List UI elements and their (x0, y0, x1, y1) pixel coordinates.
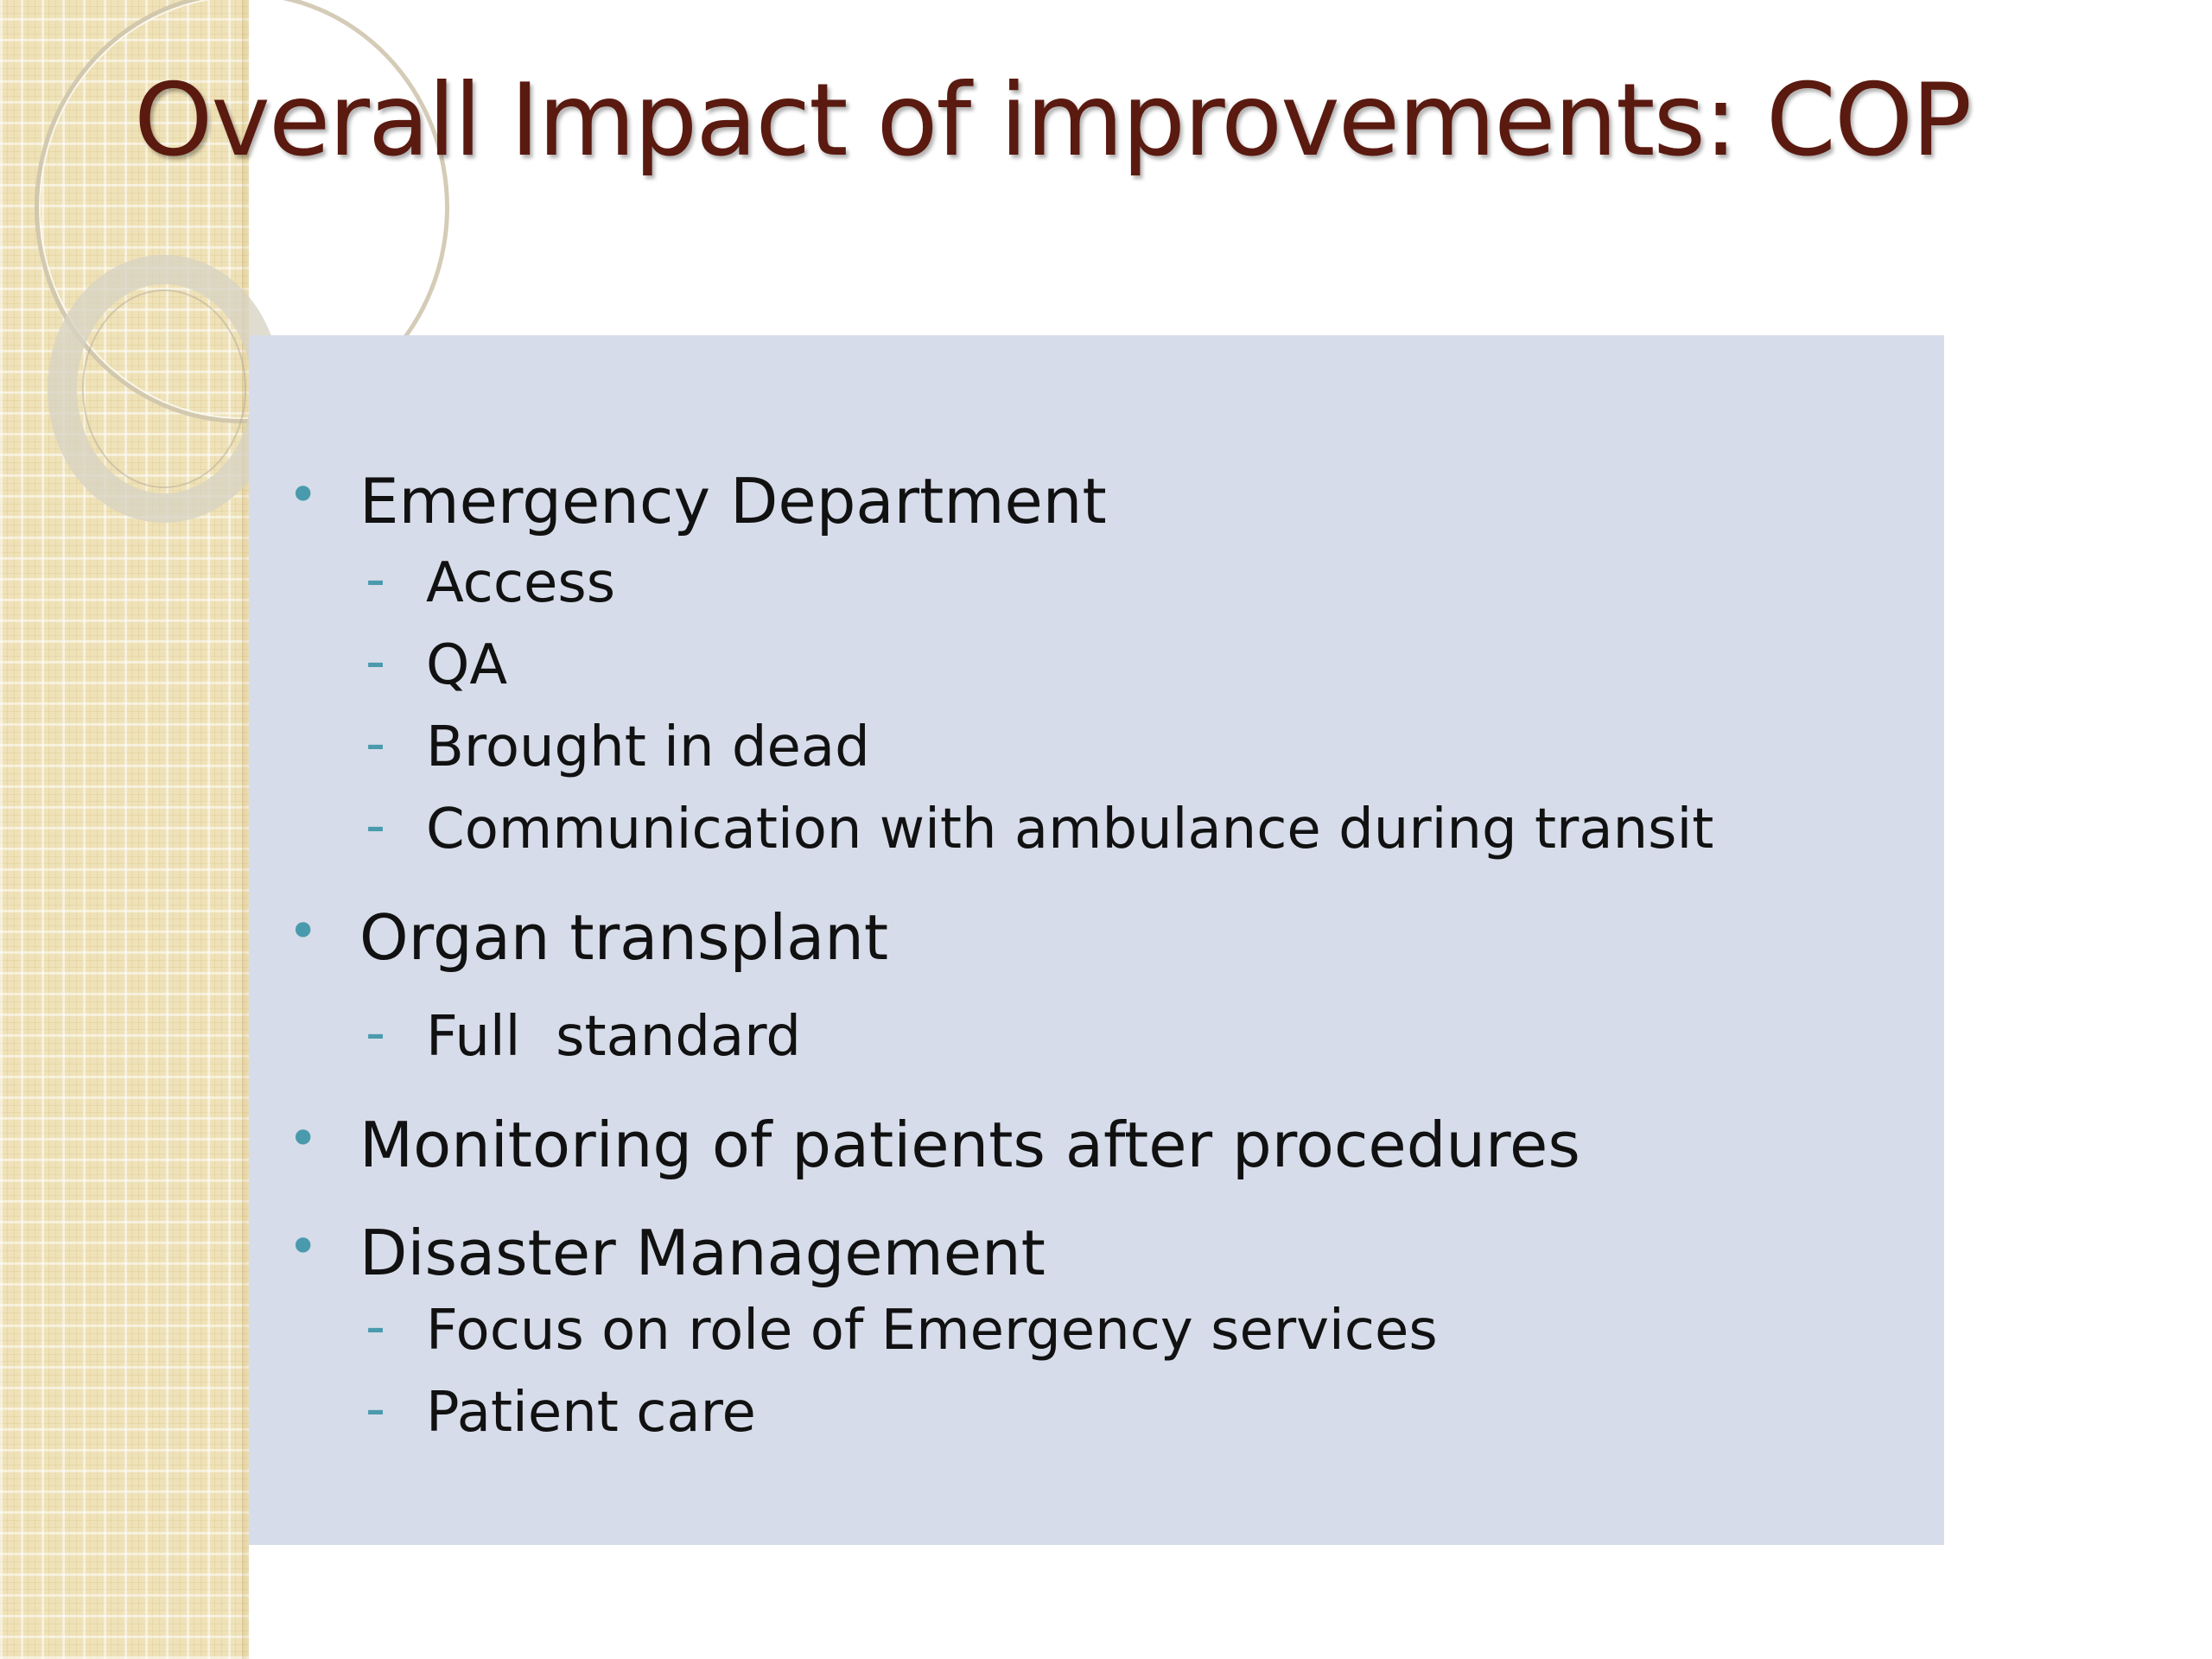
decorative-side-strip (0, 0, 249, 1659)
sub-bullet-marker: - (365, 1295, 386, 1359)
sub-bullet-text: Access (426, 551, 616, 615)
sub-bullet-marker: - (365, 1001, 386, 1065)
bullet-text: Organ transplant (359, 901, 889, 974)
sub-bullet-text: Brought in dead (426, 715, 870, 779)
sub-bullet-text: Communication with ambulance during tran… (426, 798, 1714, 861)
bullet-text: Disaster Management (359, 1217, 1046, 1289)
sub-bullet-marker: - (365, 548, 386, 612)
sub-bullet-marker: - (365, 1377, 386, 1441)
side-strip-edge (242, 0, 251, 1659)
sub-bullet-text: QA (426, 633, 508, 697)
sub-bullet-marker: - (365, 794, 386, 858)
sub-bullet-text: Full standard (426, 1005, 801, 1069)
sub-bullet-marker: - (365, 630, 386, 694)
content-box: • Emergency Department - Access - QA - Brought … (249, 335, 1944, 1545)
slide-title: Overall Impact of improvements: COP (134, 62, 1972, 179)
bullet-text: Emergency Department (359, 465, 1107, 537)
bullet-marker: • (288, 1217, 319, 1277)
sub-bullet-text: Patient care (426, 1381, 756, 1445)
sub-bullet-marker: - (365, 712, 386, 776)
bullet-marker: • (288, 465, 319, 525)
sub-bullet-text: Focus on role of Emergency services (426, 1299, 1438, 1363)
bullet-marker: • (288, 901, 319, 962)
bullet-marker: • (288, 1109, 319, 1169)
bullet-text: Monitoring of patients after procedures (359, 1109, 1580, 1181)
